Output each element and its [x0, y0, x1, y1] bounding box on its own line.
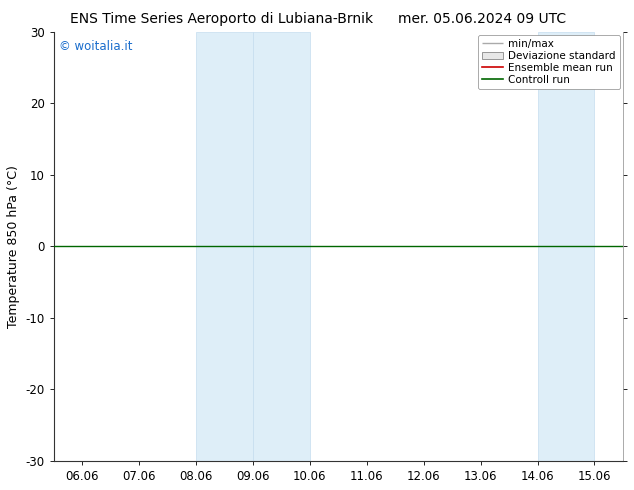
Text: ENS Time Series Aeroporto di Lubiana-Brnik: ENS Time Series Aeroporto di Lubiana-Brn…: [70, 12, 373, 26]
Bar: [538, 31, 595, 461]
Legend: min/max, Deviazione standard, Ensemble mean run, Controll run: min/max, Deviazione standard, Ensemble m…: [478, 35, 620, 89]
Bar: [253, 31, 310, 461]
Y-axis label: Temperature 850 hPa (°C): Temperature 850 hPa (°C): [7, 165, 20, 328]
Text: © woitalia.it: © woitalia.it: [60, 40, 133, 53]
Bar: [196, 31, 253, 461]
Text: mer. 05.06.2024 09 UTC: mer. 05.06.2024 09 UTC: [398, 12, 566, 26]
